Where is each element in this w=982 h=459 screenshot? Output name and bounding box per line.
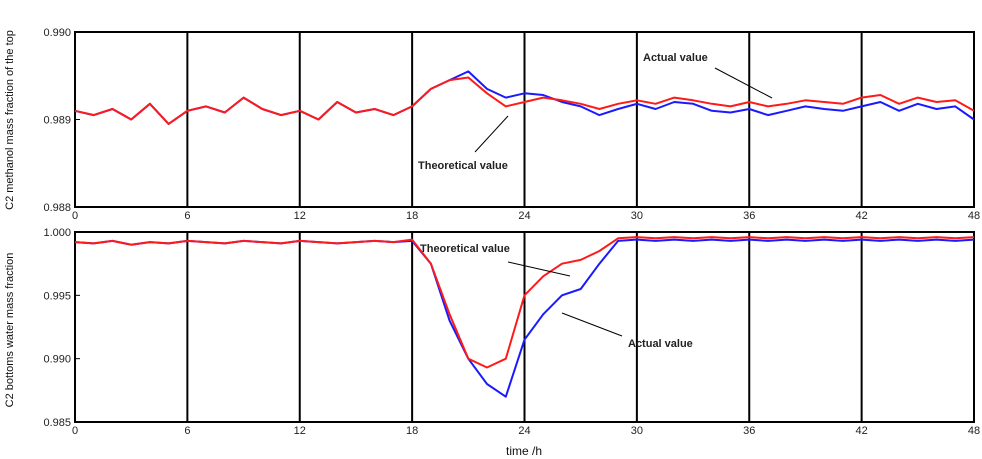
x-tick-label: 12: [294, 425, 306, 437]
top-panel-ylabel: C2 methanol mass fraction of the top: [4, 30, 16, 210]
y-tick-label: 1.000: [43, 227, 71, 239]
top-panel-series: [74, 70, 975, 125]
bottom-panel-grid: [186, 232, 863, 422]
y-tick-label: 0.995: [43, 290, 71, 302]
series-line-theoretical-value: [74, 76, 975, 125]
bottom-panel: 0 6 12 18 24 30 36 42 48 0.985 0.990 0.995 1.000 C2…: [4, 227, 980, 458]
x-tick-label: 18: [406, 210, 418, 222]
x-tick-label: 48: [968, 425, 980, 437]
top-annotation-actual: Actual value: [643, 52, 708, 64]
x-tick-label: 24: [518, 425, 530, 437]
top-panel-y-ticks: 0.988 0.989 0.990: [43, 27, 80, 214]
x-tick-label: 12: [294, 210, 306, 222]
bottom-annotation-actual-leader: [561, 312, 623, 337]
bottom-panel-series: [74, 236, 975, 398]
x-tick-label: 36: [743, 210, 755, 222]
x-tick-label: 42: [856, 210, 868, 222]
bottom-panel-x-ticks: 0 6 12 18 24 30 36 42 48: [72, 425, 980, 437]
y-tick-label: 0.989: [43, 115, 71, 127]
top-annotation-actual-leader: [714, 67, 773, 99]
x-tick-label: 42: [856, 425, 868, 437]
x-tick-label: 30: [631, 425, 643, 437]
bottom-annotation-theoretical-leader: [507, 261, 571, 277]
x-tick-label: 30: [631, 210, 643, 222]
top-panel-x-ticks: 0 6 12 18 24 30 36 42 48: [72, 210, 980, 222]
bottom-annotation-theoretical: Theoretical value: [420, 243, 510, 255]
x-tick-label: 0: [72, 425, 78, 437]
bottom-annotation-actual: Actual value: [628, 338, 693, 350]
bottom-panel-y-ticks: 0.985 0.990 0.995 1.000: [43, 227, 80, 429]
x-tick-label: 24: [518, 210, 530, 222]
top-annotation-theoretical-leader: [474, 115, 509, 153]
bottom-panel-xlabel: time /h: [506, 444, 542, 458]
x-tick-label: 18: [406, 425, 418, 437]
x-tick-label: 6: [184, 425, 190, 437]
series-line-theoretical-value: [74, 236, 975, 369]
x-tick-label: 0: [72, 210, 78, 222]
y-tick-label: 0.988: [43, 202, 71, 214]
top-panel: 0 6 12 18 24 30 36 42 48 0.988 0.989 0.990 C2 meth…: [4, 27, 980, 222]
x-tick-label: 36: [743, 425, 755, 437]
bottom-panel-ylabel: C2 bottoms water mass fraction: [4, 253, 16, 408]
top-annotation-theoretical: Theoretical value: [418, 160, 508, 172]
y-tick-label: 0.985: [43, 417, 71, 429]
x-tick-label: 48: [968, 210, 980, 222]
x-tick-label: 6: [184, 210, 190, 222]
y-tick-label: 0.990: [43, 27, 71, 39]
top-panel-grid: [186, 32, 863, 207]
y-tick-label: 0.990: [43, 354, 71, 366]
